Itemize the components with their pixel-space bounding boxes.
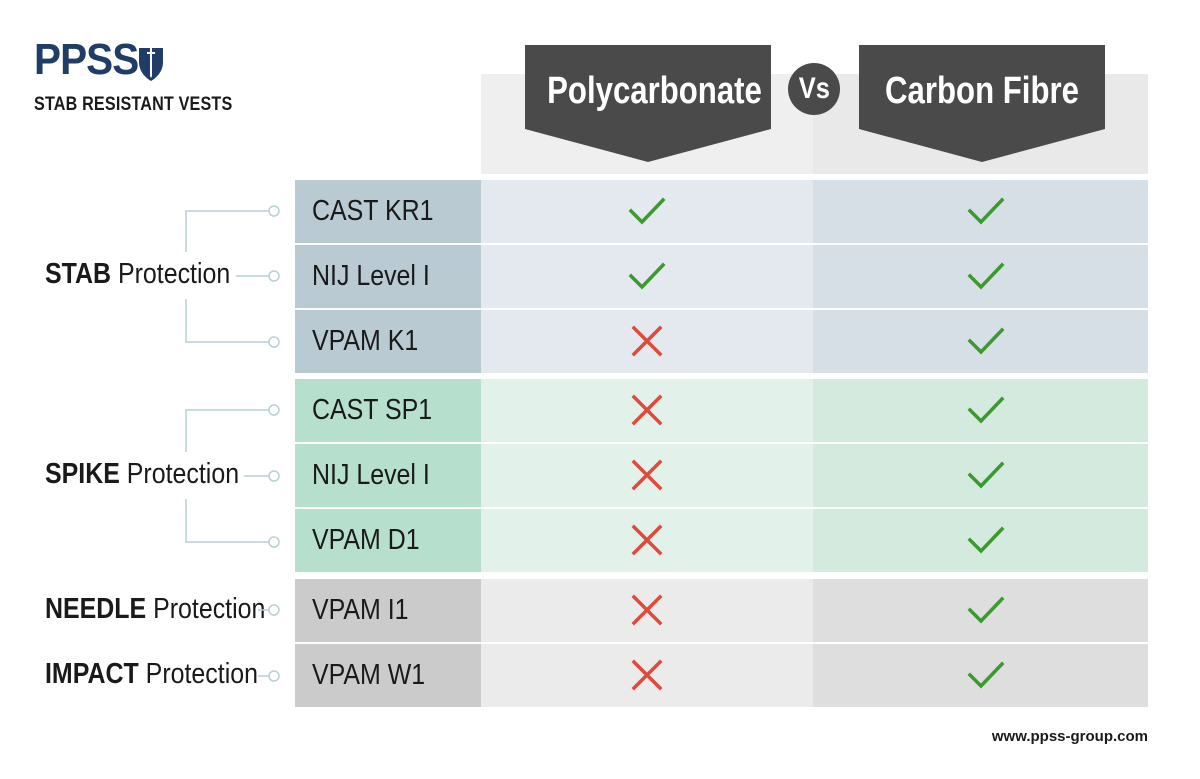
standard-label: CAST SP1	[312, 394, 433, 426]
standard-label: VPAM K1	[312, 325, 419, 357]
cross-icon	[631, 459, 663, 491]
polycarbonate-cell	[481, 245, 813, 308]
vs-label: Vs	[798, 72, 830, 105]
check-icon	[967, 197, 1005, 225]
cross-icon	[631, 325, 663, 357]
carbon-fibre-cell	[813, 310, 1148, 373]
check-icon	[967, 526, 1005, 554]
standard-label: VPAM W1	[312, 659, 426, 691]
carbon-fibre-label: Carbon Fibre	[885, 70, 1079, 112]
standard-label-cell: CAST KR1	[295, 180, 481, 243]
standard-label-cell: CAST SP1	[295, 379, 481, 442]
carbon-fibre-cell	[813, 379, 1148, 442]
group-label-needle: NEEDLE Protection	[45, 593, 301, 626]
standard-label-cell: VPAM I1	[295, 579, 481, 642]
check-icon	[967, 327, 1005, 355]
group-label-spike-bold: SPIKE	[45, 458, 120, 490]
standard-label-cell: VPAM W1	[295, 644, 481, 707]
check-icon	[967, 661, 1005, 689]
check-icon	[967, 461, 1005, 489]
group-label-impact: IMPACT Protection	[45, 658, 293, 691]
standard-label: NIJ Level I	[312, 260, 430, 292]
shield-logo-icon	[139, 41, 163, 81]
carbon-fibre-cell	[813, 509, 1148, 572]
group-label-needle-rest: Protection	[146, 593, 266, 625]
group-label-stab: STAB Protection	[45, 258, 260, 291]
carbon-fibre-cell	[813, 180, 1148, 243]
standard-label: VPAM D1	[312, 524, 420, 556]
standard-label-cell: NIJ Level I	[295, 245, 481, 308]
group-label-needle-bold: NEEDLE	[45, 593, 147, 625]
check-icon	[628, 262, 666, 290]
cross-icon	[631, 594, 663, 626]
vs-badge: Vs	[788, 63, 840, 115]
cross-icon	[631, 659, 663, 691]
check-icon	[628, 197, 666, 225]
carbon-fibre-cell	[813, 644, 1148, 707]
cross-icon	[631, 524, 663, 556]
group-label-impact-rest: Protection	[138, 658, 258, 690]
carbon-fibre-cell	[813, 579, 1148, 642]
cross-icon	[631, 394, 663, 426]
standard-label: CAST KR1	[312, 195, 434, 227]
footer-url[interactable]: www.ppss-group.com	[991, 728, 1148, 745]
group-label-spike: SPIKE Protection	[45, 458, 271, 491]
group-connectors	[185, 205, 280, 682]
check-icon	[967, 262, 1005, 290]
logo-tagline: STAB RESISTANT VESTS	[34, 94, 233, 115]
polycarbonate-cell	[481, 180, 813, 243]
check-icon	[967, 396, 1005, 424]
group-label-impact-bold: IMPACT	[45, 658, 139, 690]
standard-label-cell: VPAM D1	[295, 509, 481, 572]
carbon-fibre-banner: Carbon Fibre	[859, 45, 1105, 162]
carbon-fibre-cell	[813, 444, 1148, 507]
standard-label: NIJ Level I	[312, 459, 430, 491]
group-label-stab-bold: STAB	[45, 258, 112, 290]
polycarbonate-banner: Polycarbonate	[525, 45, 771, 162]
standard-label: VPAM I1	[312, 594, 409, 626]
standard-label-cell: VPAM K1	[295, 310, 481, 373]
group-label-spike-rest: Protection	[119, 458, 240, 490]
standard-label-cell: NIJ Level I	[295, 444, 481, 507]
carbon-fibre-cell	[813, 245, 1148, 308]
polycarbonate-label: Polycarbonate	[547, 70, 762, 112]
group-label-stab-rest: Protection	[111, 258, 231, 290]
logo-wordmark: PPSS	[34, 35, 139, 84]
check-icon	[967, 596, 1005, 624]
